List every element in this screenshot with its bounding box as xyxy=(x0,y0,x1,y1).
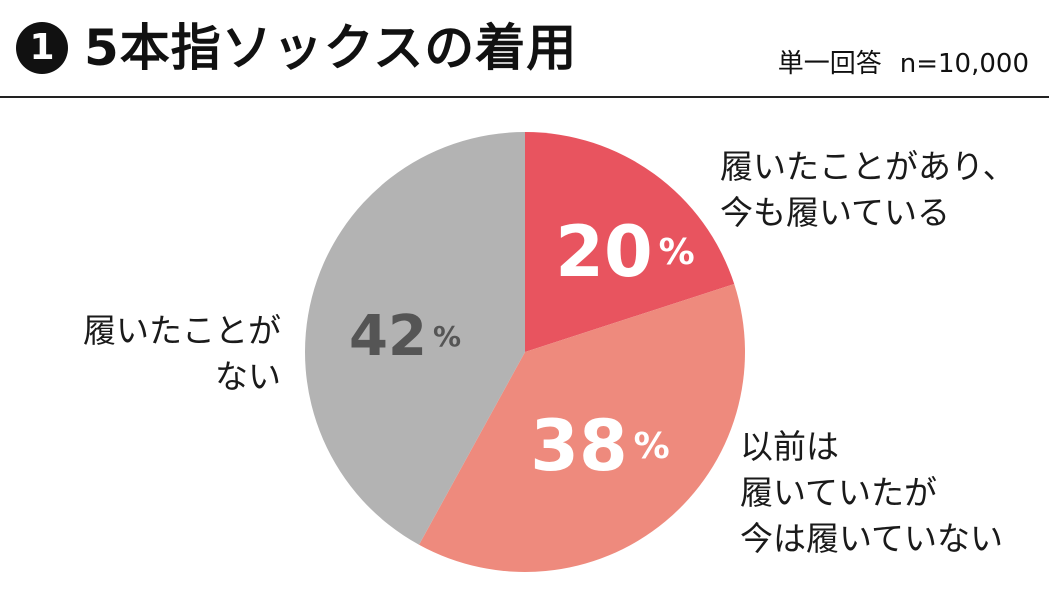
slice-label-line: 履いたことが xyxy=(83,311,281,350)
slice-value-never-worn: 42% xyxy=(349,304,461,369)
slice-value-still-wearing: 20% xyxy=(555,211,695,293)
sample-size: n=10,000 xyxy=(899,49,1029,79)
slice-label-still-wearing: 履いたことがあり、 今も履いている xyxy=(720,144,1016,236)
answer-type: 単一回答 xyxy=(777,49,882,79)
slice-value-previously-wore: 38% xyxy=(530,405,670,487)
header-divider xyxy=(0,96,1049,98)
chart-title: 5本指ソックスの着用 xyxy=(84,19,578,77)
section-number-badge: 1 xyxy=(16,22,68,74)
slice-label-line: 今も履いている xyxy=(720,193,951,232)
survey-meta: 単一回答 n=10,000 xyxy=(778,48,1029,80)
slice-label-never-worn: 履いたことがない xyxy=(83,308,281,400)
slice-label-line: 今は履いていない xyxy=(740,519,1004,558)
pie-slice-never-worn xyxy=(305,132,525,545)
chart-header: 1 5本指ソックスの着用 単一回答 n=10,000 xyxy=(0,0,1049,98)
slice-label-line: ない xyxy=(215,357,281,396)
slice-label-previously-wore: 以前は履いていたが今は履いていない xyxy=(740,424,1003,562)
slice-label-line: 履いていたが xyxy=(740,473,938,512)
slice-label-line: 履いたことがあり、 xyxy=(720,147,1016,186)
pie-slice-still-wearing xyxy=(525,132,735,352)
pie-slice-previously-wore xyxy=(419,284,745,572)
slice-label-line: 以前は xyxy=(740,427,839,466)
